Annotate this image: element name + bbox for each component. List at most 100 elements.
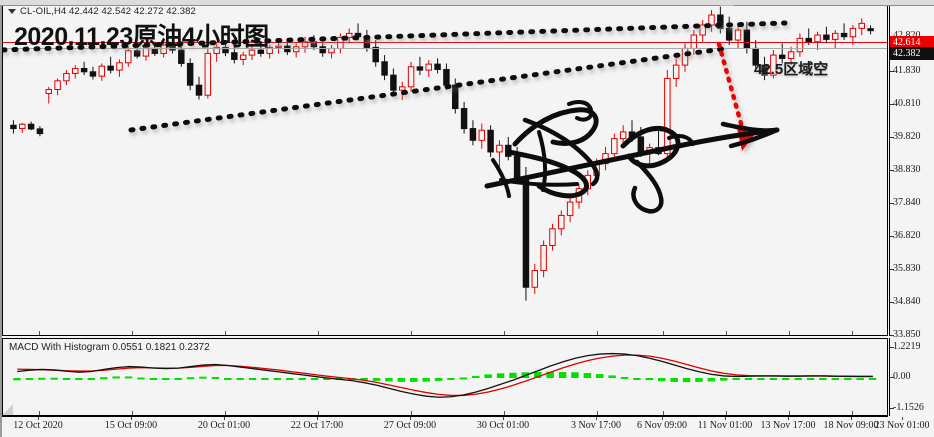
candle-body bbox=[743, 29, 751, 49]
candle-body bbox=[469, 128, 477, 141]
macd-histogram-bar bbox=[248, 378, 257, 380]
macd-histogram-bar bbox=[137, 377, 145, 380]
macd-histogram-bar bbox=[186, 377, 195, 380]
time-tick-label: 30 Oct 01:00 bbox=[476, 420, 530, 431]
macd-histogram-bar bbox=[323, 378, 331, 380]
candle-body bbox=[540, 245, 547, 272]
candle-body bbox=[849, 27, 857, 38]
time-axis[interactable]: 12 Oct 2020 15 Oct 09:00 20 Oct 01:00 22 Oc… bbox=[2, 416, 930, 437]
pane-time-tick bbox=[132, 411, 133, 415]
candle-body bbox=[611, 138, 618, 155]
candle-body bbox=[478, 129, 486, 141]
macd-histogram-bar bbox=[62, 378, 71, 380]
pane-time-tick bbox=[663, 331, 664, 335]
time-tick-label: 18 Nov 09:00 bbox=[823, 420, 879, 431]
macd-histogram-bar bbox=[385, 378, 393, 382]
time-tick-label: 22 Oct 17:00 bbox=[290, 420, 344, 431]
pane-time-tick bbox=[132, 331, 133, 335]
candlestick-series bbox=[10, 6, 874, 301]
candle-body bbox=[434, 63, 441, 70]
candle-body bbox=[681, 47, 689, 66]
pane-time-tick bbox=[597, 331, 598, 335]
current-price-tag: 42.614 bbox=[890, 36, 934, 49]
macd-histogram-bar bbox=[422, 378, 430, 382]
macd-indicator-pane[interactable]: MACD With Histogram 0.0551 0.1821 0.2372 bbox=[2, 338, 888, 416]
time-tick-mark bbox=[224, 417, 225, 420]
candle-body bbox=[823, 34, 830, 40]
macd-histogram-bar bbox=[13, 378, 21, 381]
candle-body bbox=[460, 108, 468, 130]
pane-time-tick bbox=[852, 411, 853, 415]
time-tick-label: 13 Nov 17:00 bbox=[760, 420, 816, 431]
candle-body bbox=[390, 74, 397, 91]
candle-body bbox=[787, 51, 795, 59]
macd-histogram-bar bbox=[360, 378, 368, 381]
candle-body bbox=[584, 174, 592, 190]
candle-body bbox=[98, 65, 106, 77]
candle-body bbox=[549, 228, 556, 246]
time-tick-mark bbox=[725, 417, 726, 420]
time-tick-mark bbox=[38, 417, 39, 420]
pane-time-tick bbox=[852, 331, 853, 335]
macd-histogram-bar bbox=[397, 378, 406, 382]
pane-time-tick bbox=[318, 411, 319, 415]
macd-histogram-bar bbox=[50, 377, 58, 380]
price-tick-label: 33.850 bbox=[893, 329, 921, 340]
macd-histogram-bar bbox=[868, 378, 877, 380]
candle-body bbox=[575, 188, 583, 203]
candle-body bbox=[10, 124, 17, 130]
candle-body bbox=[398, 86, 406, 91]
candle-body bbox=[425, 63, 432, 71]
time-tick-mark bbox=[902, 417, 903, 420]
time-tick-mark bbox=[131, 417, 132, 420]
macd-histogram-bar bbox=[794, 378, 802, 380]
time-tick-label: 20 Oct 01:00 bbox=[197, 420, 251, 431]
macd-axis[interactable]: 1.2219 0.00 -1.1526 bbox=[889, 338, 934, 416]
candle-body bbox=[761, 64, 768, 76]
candle-body bbox=[36, 128, 44, 135]
macd-histogram-bar bbox=[224, 378, 232, 380]
macd-histogram-bar bbox=[310, 378, 319, 380]
macd-tick-label: -1.1526 bbox=[893, 402, 924, 413]
pane-resize-handle[interactable] bbox=[3, 404, 13, 415]
pane-time-tick bbox=[504, 411, 505, 415]
price-tick-mark bbox=[890, 302, 894, 303]
candle-body bbox=[89, 71, 97, 77]
macd-histogram-bar bbox=[707, 378, 716, 382]
candle-body bbox=[416, 66, 424, 71]
macd-histogram-bar bbox=[447, 378, 455, 380]
price-tick-label: 37.840 bbox=[893, 197, 921, 208]
macd-histogram-bar bbox=[236, 378, 244, 380]
macd-histogram-bar bbox=[596, 374, 604, 378]
pane-time-tick bbox=[663, 411, 664, 415]
candle-body bbox=[708, 14, 715, 26]
candle-body bbox=[814, 34, 821, 43]
macd-series bbox=[13, 352, 877, 398]
macd-histogram-bar bbox=[844, 378, 852, 380]
macd-histogram-bar bbox=[633, 378, 641, 380]
price-tick-label: 40.810 bbox=[893, 98, 921, 109]
candle-body bbox=[531, 270, 539, 288]
toolbar-strip bbox=[0, 0, 934, 6]
price-tick-label: 34.840 bbox=[893, 296, 921, 307]
candle-body bbox=[566, 201, 574, 216]
macd-histogram-bar bbox=[620, 376, 629, 379]
price-tick-mark bbox=[890, 170, 894, 171]
macd-title: MACD With Histogram 0.0551 0.1821 0.2372 bbox=[9, 342, 210, 353]
pane-time-tick bbox=[39, 331, 40, 335]
price-chart-pane[interactable] bbox=[2, 6, 888, 336]
pane-time-tick bbox=[504, 331, 505, 335]
candle-body bbox=[54, 80, 61, 91]
candle-body bbox=[63, 72, 70, 82]
macd-tick-mark bbox=[890, 377, 894, 378]
macd-tick-mark bbox=[890, 347, 894, 348]
macd-histogram-bar bbox=[261, 378, 269, 380]
chevron-down-icon[interactable] bbox=[8, 8, 16, 14]
macd-histogram-bar bbox=[286, 378, 294, 380]
macd-histogram-bar bbox=[162, 378, 170, 380]
price-tick-label: 41.830 bbox=[893, 65, 921, 76]
price-axis[interactable]: 42.820 41.830 40.810 39.820 38.830 37.840 36.8… bbox=[889, 6, 934, 340]
macd-histogram-bar bbox=[459, 377, 468, 380]
candle-body bbox=[867, 28, 874, 32]
time-tick-label: 6 Nov 09:00 bbox=[637, 420, 687, 431]
